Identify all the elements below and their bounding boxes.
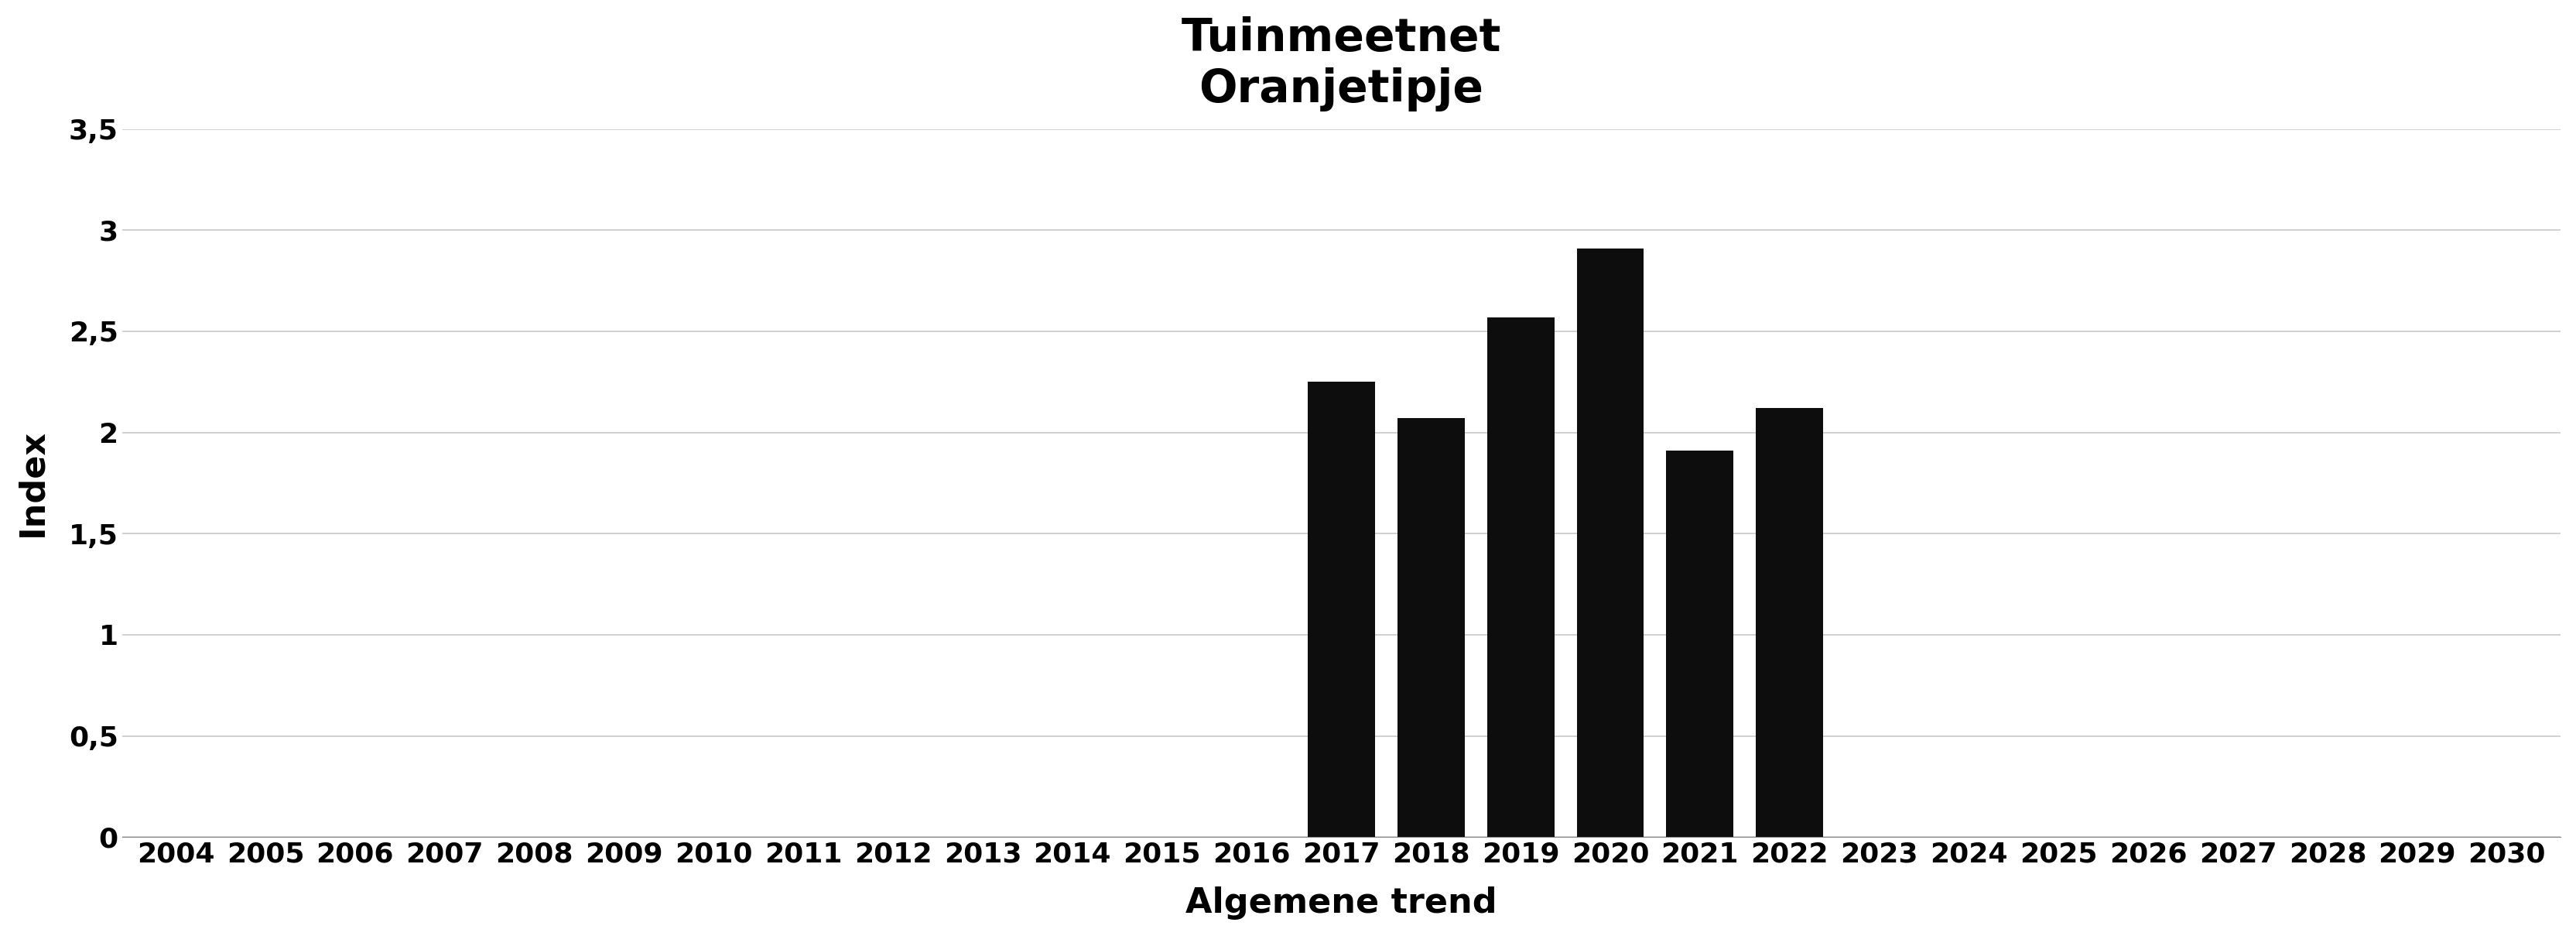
Bar xyxy=(1667,450,1734,837)
X-axis label: Algemene trend: Algemene trend xyxy=(1185,886,1497,920)
Y-axis label: Index: Index xyxy=(15,430,49,537)
Bar xyxy=(1486,317,1553,837)
Bar xyxy=(1396,418,1463,837)
Bar xyxy=(1306,382,1376,837)
Bar xyxy=(1577,248,1643,837)
Title: Tuinmeetnet
Oranjetipje: Tuinmeetnet Oranjetipje xyxy=(1180,16,1502,111)
Bar xyxy=(1754,408,1824,837)
